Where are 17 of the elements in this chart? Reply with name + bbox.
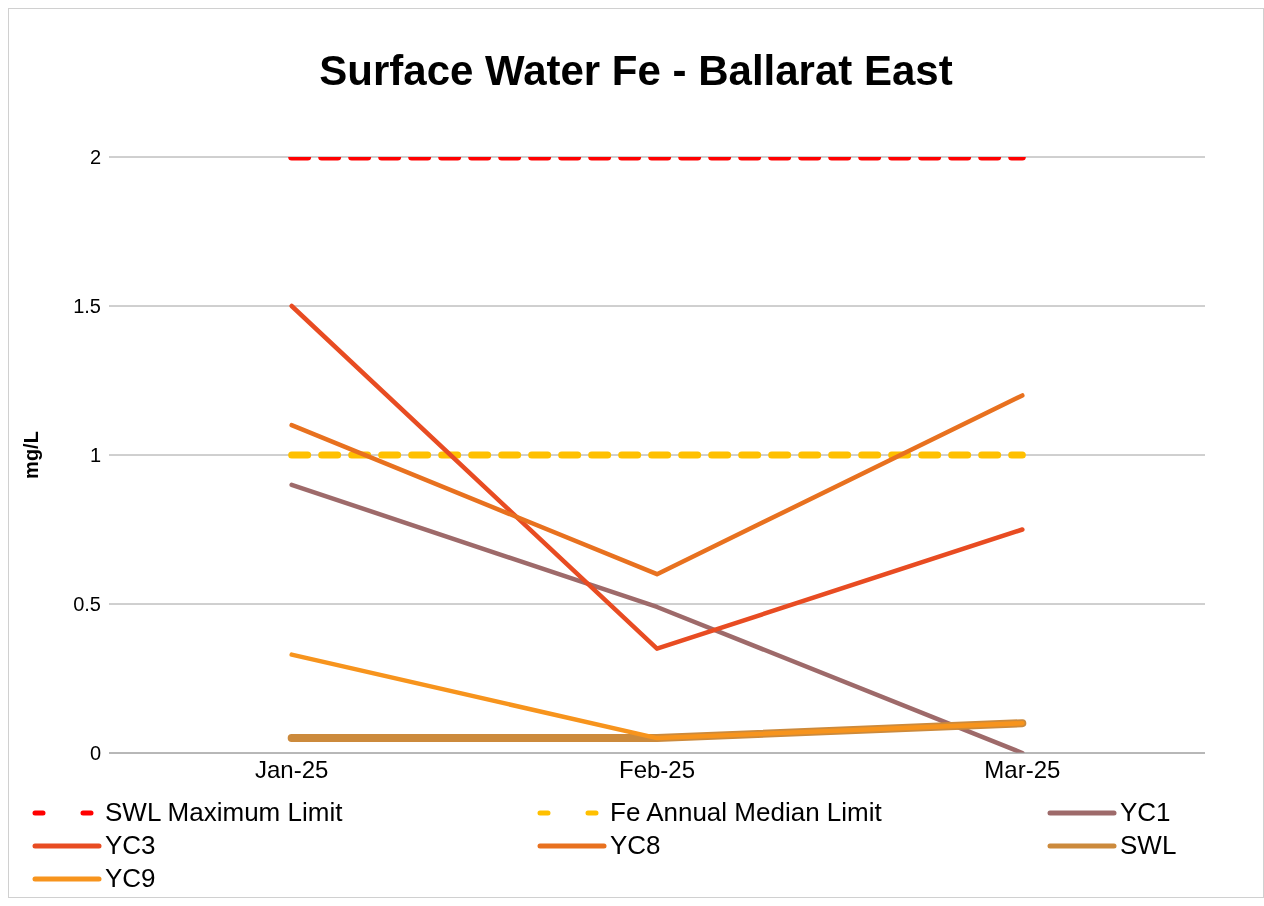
x-tick-label: Feb-25	[618, 756, 696, 784]
chart-title: Surface Water Fe - Ballarat East	[318, 46, 954, 96]
y-tick-label: 0.5	[73, 593, 101, 616]
x-tick-label: Mar-25	[984, 756, 1061, 784]
y-tick-label: 1	[89, 444, 101, 467]
legend-label: YC3	[105, 830, 156, 861]
legend-label: YC9	[105, 863, 156, 894]
x-tick-label: Jan-25	[254, 756, 329, 784]
legend-label: YC1	[1120, 797, 1171, 828]
legend-label: SWL Maximum Limit	[105, 797, 343, 828]
y-axis-title: mg/L	[20, 431, 43, 479]
legend-label: YC8	[610, 830, 661, 861]
legend-label: Fe Annual Median Limit	[610, 797, 882, 828]
legend-label: SWL	[1120, 830, 1177, 861]
y-tick-label: 2	[89, 146, 101, 169]
y-tick-label: 1.5	[73, 295, 101, 318]
y-tick-label: 0	[89, 742, 101, 765]
